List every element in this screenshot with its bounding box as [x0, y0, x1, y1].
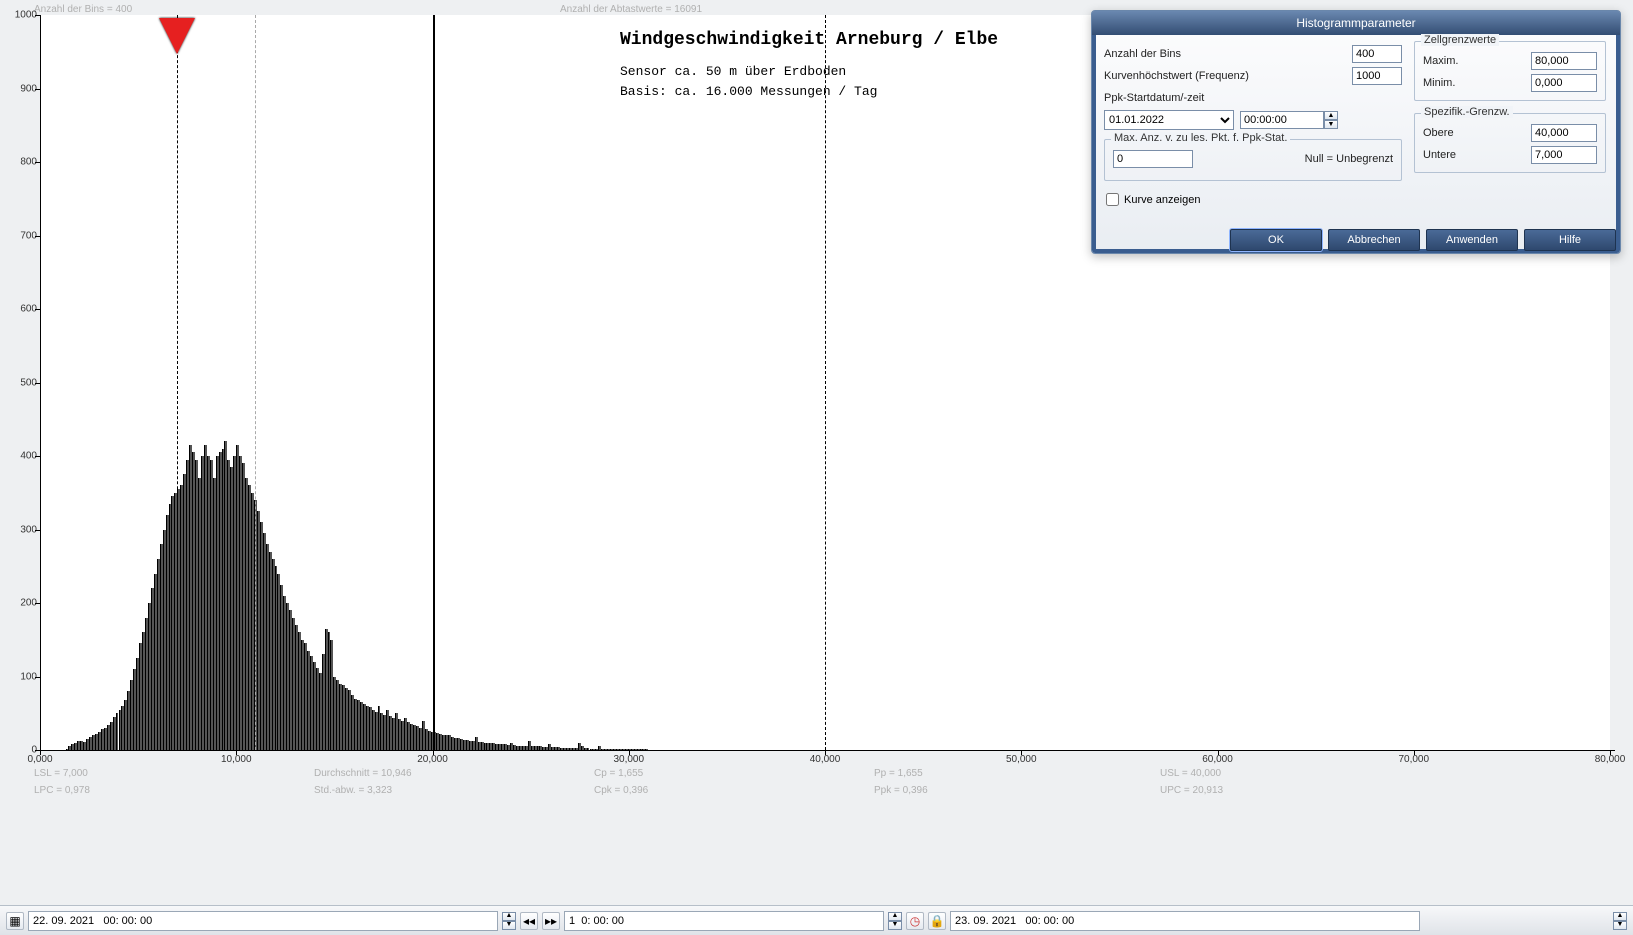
cell-max-label: Maxim. — [1423, 55, 1525, 67]
cell-min-label: Minim. — [1423, 77, 1525, 89]
bottom-toolbar: ▦ ▲ ▼ ◂◂ ▸▸ ▲ ▼ ◷ 🔒 ▲ ▼ — [0, 905, 1633, 935]
ok-button[interactable]: OK — [1230, 229, 1322, 251]
spec-upper-label: Obere — [1423, 127, 1525, 139]
step-back-icon[interactable]: ◂◂ — [520, 912, 538, 930]
peak-label: Kurvenhöchstwert (Frequenz) — [1104, 70, 1346, 82]
stat-lsl: LSL = 7,000 — [34, 768, 88, 779]
from-spin-down[interactable]: ▼ — [502, 921, 516, 930]
time-from-input[interactable] — [28, 911, 498, 931]
stat-cp: Cp = 1,655 — [594, 768, 643, 779]
apply-button[interactable]: Anwenden — [1426, 229, 1518, 251]
usl-line — [825, 15, 826, 750]
stat-mean: Durchschnitt = 10,946 — [314, 768, 412, 779]
maxpts-hint: Null = Unbegrenzt — [1199, 153, 1393, 165]
target-line — [433, 15, 435, 750]
time-spin-up[interactable]: ▲ — [1324, 111, 1338, 120]
spec-lower-label: Untere — [1423, 149, 1525, 161]
samples-top-value: 16091 — [674, 4, 702, 15]
spec-upper-input[interactable] — [1531, 124, 1597, 142]
xtick: 80,000 — [1595, 754, 1626, 765]
histogram-params-dialog: Histogrammparameter Anzahl der Bins Kurv… — [1091, 10, 1621, 254]
stat-lpc: LPC = 0,978 — [34, 785, 90, 796]
samples-top-label: Anzahl der Abtastwerte = — [560, 4, 671, 15]
time-span-input[interactable] — [564, 911, 884, 931]
stat-std: Std.-abw. = 3,323 — [314, 785, 392, 796]
ppk-date-select[interactable]: 01.01.2022 — [1104, 110, 1234, 130]
xtick: 0,000 — [27, 754, 52, 765]
ppk-time-input[interactable] — [1240, 111, 1324, 129]
span-spin-down[interactable]: ▼ — [888, 921, 902, 930]
cancel-button[interactable]: Abbrechen — [1328, 229, 1420, 251]
stat-usl: USL = 40,000 — [1160, 768, 1221, 779]
xtick: 30,000 — [613, 754, 644, 765]
lock-icon[interactable]: 🔒 — [928, 912, 946, 930]
lsl-line — [177, 15, 178, 750]
stat-upc: UPC = 20,913 — [1160, 785, 1223, 796]
stat-pp: Pp = 1,655 — [874, 768, 923, 779]
histogram-bar — [645, 749, 648, 750]
help-button[interactable]: Hilfe — [1524, 229, 1616, 251]
span-spin-up[interactable]: ▲ — [888, 912, 902, 921]
chart-subtitle-1: Sensor ca. 50 m über Erdboden — [620, 64, 846, 79]
stat-cpk: Cpk = 0,396 — [594, 785, 648, 796]
cell-max-input[interactable] — [1531, 52, 1597, 70]
dialog-title: Histogrammparameter — [1092, 11, 1620, 35]
step-fwd-icon[interactable]: ▸▸ — [542, 912, 560, 930]
xtick: 10,000 — [221, 754, 252, 765]
top-info-right: Anzahl der Abtastwerte = 16091 — [560, 4, 702, 15]
top-info-left: Anzahl der Bins = 400 — [34, 4, 132, 15]
time-spin-down[interactable]: ▼ — [1324, 120, 1338, 129]
xtick: 60,000 — [1202, 754, 1233, 765]
peak-input[interactable] — [1352, 67, 1402, 85]
cell-limits-legend: Zellgrenzwerte — [1421, 34, 1499, 46]
clock-icon[interactable]: ◷ — [906, 912, 924, 930]
xtick: 20,000 — [417, 754, 448, 765]
spec-lower-input[interactable] — [1531, 146, 1597, 164]
time-to-input[interactable] — [950, 911, 1420, 931]
xtick: 40,000 — [810, 754, 841, 765]
to-spin-up[interactable]: ▲ — [1613, 912, 1627, 921]
lsl-marker-icon — [159, 18, 195, 54]
bins-input[interactable] — [1352, 45, 1402, 63]
maxpts-input[interactable] — [1113, 150, 1193, 168]
spec-limits-legend: Spezifik.-Grenzw. — [1421, 106, 1513, 118]
xtick: 50,000 — [1006, 754, 1037, 765]
mean-line — [255, 15, 256, 750]
bins-top-label: Anzahl der Bins = — [34, 4, 113, 15]
cell-min-input[interactable] — [1531, 74, 1597, 92]
ppk-date-label: Ppk-Startdatum/-zeit — [1104, 92, 1402, 104]
chart-title: Windgeschwindigkeit Arneburg / Elbe — [620, 30, 998, 50]
show-curve-label: Kurve anzeigen — [1124, 194, 1200, 206]
xtick: 70,000 — [1398, 754, 1429, 765]
show-curve-checkbox[interactable] — [1106, 193, 1119, 206]
to-spin-down[interactable]: ▼ — [1613, 921, 1627, 930]
maxpts-legend: Max. Anz. v. zu les. Pkt. f. Ppk-Stat. — [1111, 132, 1290, 144]
chart-subtitle-2: Basis: ca. 16.000 Messungen / Tag — [620, 84, 877, 99]
bins-label: Anzahl der Bins — [1104, 48, 1346, 60]
bins-top-value: 400 — [115, 4, 132, 15]
stat-ppk: Ppk = 0,396 — [874, 785, 928, 796]
ytick: 1000 — [15, 10, 37, 21]
calendar-icon[interactable]: ▦ — [6, 912, 24, 930]
y-axis — [40, 15, 41, 755]
from-spin-up[interactable]: ▲ — [502, 912, 516, 921]
